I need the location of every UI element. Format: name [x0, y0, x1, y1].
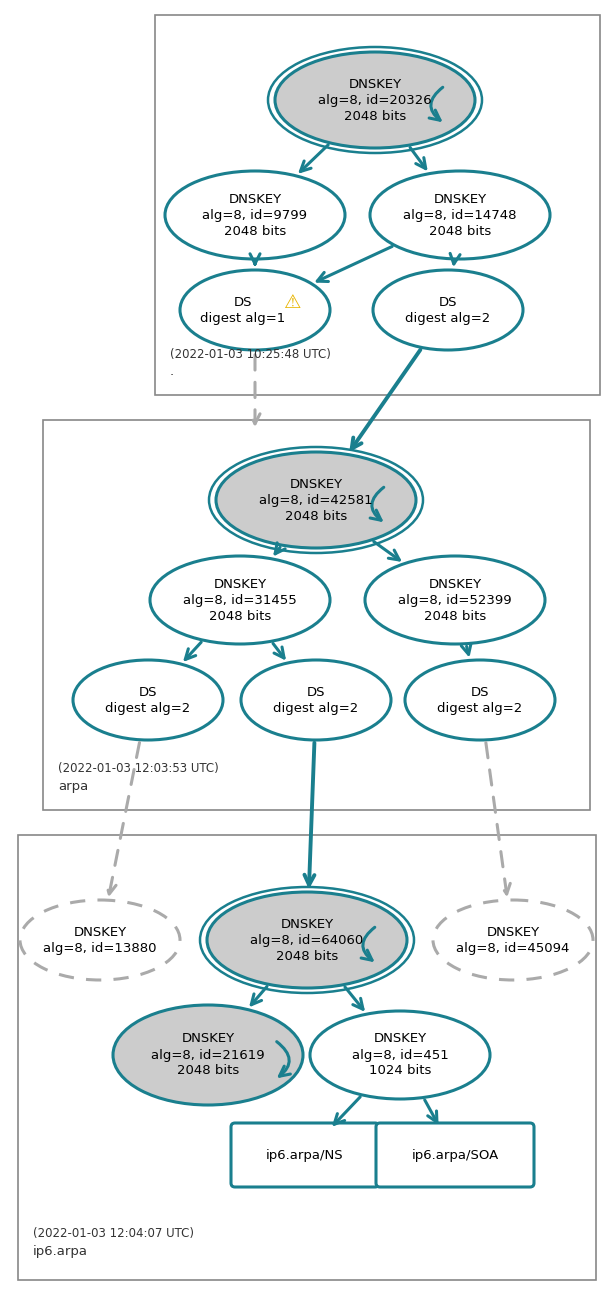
FancyArrowPatch shape	[361, 927, 375, 960]
Ellipse shape	[405, 660, 555, 740]
Text: DNSKEY
alg=8, id=451
1024 bits: DNSKEY alg=8, id=451 1024 bits	[352, 1033, 448, 1077]
Ellipse shape	[241, 660, 391, 740]
Text: DS
digest alg=2: DS digest alg=2	[437, 686, 523, 714]
Text: (2022-01-03 12:04:07 UTC): (2022-01-03 12:04:07 UTC)	[33, 1228, 194, 1241]
Text: DNSKEY
alg=8, id=21619
2048 bits: DNSKEY alg=8, id=21619 2048 bits	[151, 1033, 265, 1077]
FancyArrowPatch shape	[370, 487, 384, 520]
Ellipse shape	[275, 52, 475, 148]
Text: DNSKEY
alg=8, id=42581
2048 bits: DNSKEY alg=8, id=42581 2048 bits	[259, 478, 373, 522]
Ellipse shape	[20, 900, 180, 979]
Bar	[18, 835, 596, 1280]
FancyArrowPatch shape	[429, 87, 443, 121]
Text: DNSKEY
alg=8, id=9799
2048 bits: DNSKEY alg=8, id=9799 2048 bits	[202, 192, 308, 238]
Text: DNSKEY
alg=8, id=52399
2048 bits: DNSKEY alg=8, id=52399 2048 bits	[398, 578, 512, 622]
Ellipse shape	[370, 171, 550, 259]
FancyArrowPatch shape	[276, 1042, 291, 1077]
Text: ⚠: ⚠	[284, 292, 302, 312]
Text: DS
digest alg=2: DS digest alg=2	[105, 686, 191, 714]
Bar	[155, 16, 600, 395]
Ellipse shape	[73, 660, 223, 740]
Text: ip6.arpa/NS: ip6.arpa/NS	[266, 1148, 344, 1161]
Ellipse shape	[373, 270, 523, 349]
Bar	[43, 420, 590, 811]
Ellipse shape	[433, 900, 593, 979]
Ellipse shape	[310, 1011, 490, 1099]
Text: DNSKEY
alg=8, id=64060
2048 bits: DNSKEY alg=8, id=64060 2048 bits	[250, 917, 364, 963]
Text: DNSKEY
alg=8, id=14748
2048 bits: DNSKEY alg=8, id=14748 2048 bits	[403, 192, 517, 238]
Ellipse shape	[207, 892, 407, 989]
Ellipse shape	[180, 270, 330, 349]
FancyBboxPatch shape	[231, 1124, 379, 1187]
Text: DNSKEY
alg=8, id=45094: DNSKEY alg=8, id=45094	[456, 925, 569, 955]
Text: (2022-01-03 10:25:48 UTC): (2022-01-03 10:25:48 UTC)	[170, 348, 331, 361]
Ellipse shape	[150, 556, 330, 644]
Text: ip6.arpa: ip6.arpa	[33, 1244, 88, 1257]
Text: (2022-01-03 12:03:53 UTC): (2022-01-03 12:03:53 UTC)	[58, 763, 219, 776]
Ellipse shape	[216, 452, 416, 548]
FancyBboxPatch shape	[376, 1124, 534, 1187]
Text: .: .	[170, 365, 174, 378]
Text: DS
digest alg=2: DS digest alg=2	[405, 295, 490, 325]
Ellipse shape	[365, 556, 545, 644]
Ellipse shape	[165, 171, 345, 259]
Text: DNSKEY
alg=8, id=31455
2048 bits: DNSKEY alg=8, id=31455 2048 bits	[183, 578, 297, 622]
Text: ip6.arpa/SOA: ip6.arpa/SOA	[411, 1148, 498, 1161]
Text: arpa: arpa	[58, 779, 88, 792]
Text: DNSKEY
alg=8, id=20326
2048 bits: DNSKEY alg=8, id=20326 2048 bits	[318, 78, 432, 122]
Text: DNSKEY
alg=8, id=13880: DNSKEY alg=8, id=13880	[44, 925, 157, 955]
Ellipse shape	[113, 1005, 303, 1105]
Text: DS
digest alg=1: DS digest alg=1	[200, 295, 286, 325]
Text: DS
digest alg=2: DS digest alg=2	[273, 686, 359, 714]
